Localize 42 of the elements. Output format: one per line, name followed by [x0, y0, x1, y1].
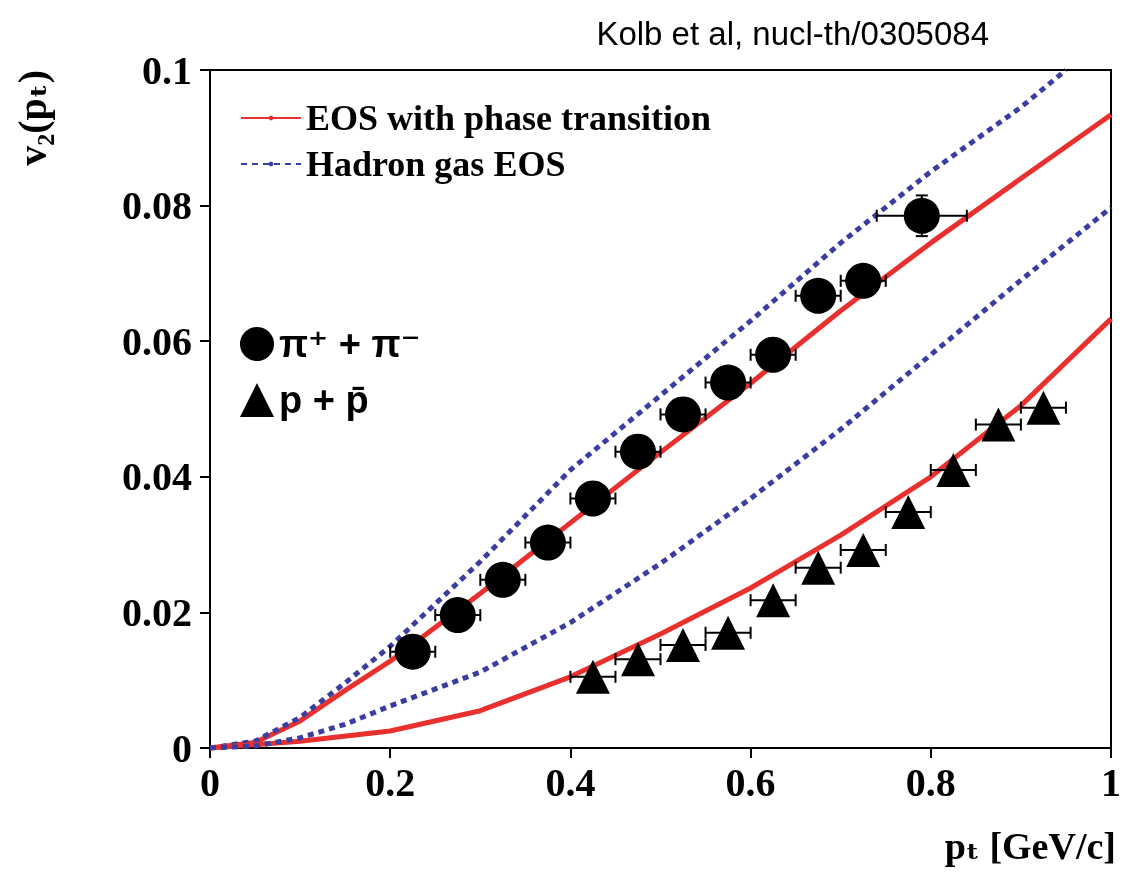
point	[394, 633, 431, 670]
y-tick-label: 0	[172, 725, 192, 771]
point	[620, 642, 655, 677]
x-tick-label: 1	[1101, 759, 1121, 805]
y-axis-title: v₂(pₜ)	[9, 70, 55, 166]
point	[800, 277, 837, 314]
x-axis-title: pₜ [GeV/c]	[944, 825, 1117, 867]
y-tick-label: 0.1	[142, 47, 192, 93]
point	[484, 561, 521, 598]
point	[756, 583, 791, 618]
legend-label: p + p̄	[279, 379, 369, 421]
point	[891, 495, 926, 530]
point	[710, 364, 747, 401]
point	[903, 197, 940, 234]
x-tick-label: 0.8	[905, 759, 956, 805]
point	[981, 407, 1016, 442]
point	[711, 615, 746, 650]
x-tick-label: 0.4	[545, 759, 596, 805]
y-tick-label: 0.04	[122, 454, 192, 500]
point	[666, 627, 701, 662]
point	[529, 524, 566, 561]
x-tick-label: 0.6	[725, 759, 776, 805]
point	[845, 262, 882, 299]
y-tick-label: 0.06	[122, 318, 192, 364]
x-tick-label: 0.2	[365, 759, 416, 805]
legend-label: π⁺ + π⁻	[279, 323, 421, 365]
chart-title: Kolb et al, nucl-th/0305084	[596, 15, 990, 52]
legend-label: EOS with phase transition	[306, 98, 712, 138]
point	[575, 659, 610, 694]
point	[846, 533, 881, 568]
point	[665, 396, 702, 433]
point	[620, 433, 656, 470]
y-tick-label: 0.02	[122, 589, 192, 635]
point	[574, 480, 611, 517]
point	[439, 597, 476, 634]
y-tick-label: 0.08	[122, 183, 192, 229]
legend-label: Hadron gas EOS	[306, 144, 566, 184]
x-tick-label: 0	[200, 759, 220, 805]
point	[801, 550, 836, 585]
point	[1026, 390, 1061, 425]
point	[936, 453, 971, 488]
point	[755, 336, 792, 373]
